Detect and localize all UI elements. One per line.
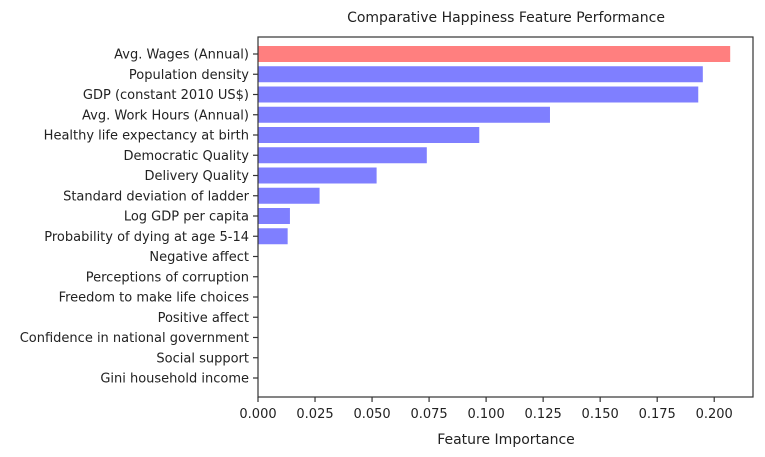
chart-title: Comparative Happiness Feature Performanc… — [347, 10, 665, 26]
bar — [258, 66, 703, 83]
y-tick-label: Population density — [129, 68, 249, 83]
y-tick-label: Probability of dying at age 5-14 — [44, 230, 249, 245]
bar — [258, 46, 731, 62]
bar — [258, 86, 699, 103]
y-tick-label: Social support — [156, 351, 249, 366]
x-tick-label: 0.150 — [582, 407, 619, 422]
y-tick-label: Avg. Work Hours (Annual) — [82, 108, 249, 123]
y-tick-label: Democratic Quality — [123, 149, 249, 164]
x-tick-label: 0.100 — [468, 407, 505, 422]
y-tick-label: Healthy life expectancy at birth — [44, 129, 249, 144]
y-tick-label: Confidence in national government — [20, 331, 249, 346]
bars-group — [258, 46, 731, 245]
y-tick-label: Gini household income — [100, 372, 249, 387]
x-tick-label: 0.125 — [525, 407, 562, 422]
y-tick-label: GDP (constant 2010 US$) — [83, 88, 249, 103]
bar — [258, 208, 290, 224]
x-tick-label: 0.025 — [296, 407, 333, 422]
bar — [258, 187, 320, 204]
x-tick-label: 0.175 — [639, 407, 676, 422]
x-tick-label: 0.000 — [239, 407, 276, 422]
y-tick-label: Log GDP per capita — [124, 210, 249, 225]
y-axis-ticks: Avg. Wages (Annual) Population density GDP… — [20, 48, 258, 387]
plot-frame — [257, 36, 754, 398]
bar — [258, 127, 480, 143]
y-tick-label: Perceptions of corruption — [86, 270, 249, 285]
y-tick-label: Negative affect — [149, 250, 249, 265]
x-axis-label: Feature Importance — [437, 432, 575, 448]
bar — [258, 228, 288, 245]
x-axis-ticks: 0.000 0.025 0.050 0.075 0.100 0.125 0.150 0.175… — [239, 397, 733, 422]
bar — [258, 106, 550, 123]
y-tick-label: Freedom to make life choices — [59, 291, 250, 306]
y-tick-label: Standard deviation of ladder — [63, 189, 250, 204]
x-tick-label: 0.050 — [353, 407, 390, 422]
y-tick-label: Avg. Wages (Annual) — [114, 48, 249, 63]
x-tick-label: 0.075 — [410, 407, 447, 422]
x-tick-label: 0.200 — [696, 407, 733, 422]
bar — [258, 147, 427, 164]
bar — [258, 167, 377, 184]
y-tick-label: Delivery Quality — [144, 169, 249, 184]
y-tick-label: Positive affect — [158, 311, 249, 326]
